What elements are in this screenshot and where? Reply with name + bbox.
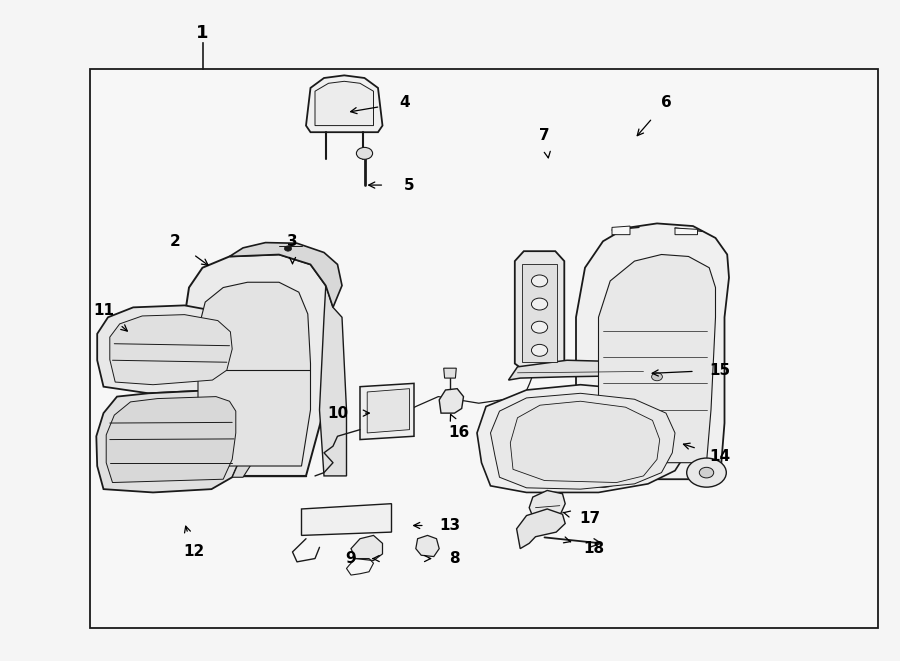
- Polygon shape: [522, 264, 557, 362]
- Text: 9: 9: [346, 551, 356, 566]
- Circle shape: [583, 458, 623, 487]
- Circle shape: [652, 373, 662, 381]
- Text: 1: 1: [196, 24, 209, 42]
- Bar: [90, 69, 878, 628]
- Polygon shape: [230, 243, 342, 307]
- Polygon shape: [367, 389, 410, 433]
- Polygon shape: [198, 282, 310, 466]
- Text: 6: 6: [661, 95, 671, 110]
- Polygon shape: [576, 223, 729, 479]
- Polygon shape: [97, 305, 243, 393]
- Polygon shape: [416, 535, 439, 557]
- Polygon shape: [444, 368, 456, 378]
- Circle shape: [687, 458, 726, 487]
- Circle shape: [699, 467, 714, 478]
- Polygon shape: [302, 504, 392, 535]
- Text: 18: 18: [583, 541, 605, 556]
- Polygon shape: [315, 81, 374, 126]
- Text: 12: 12: [183, 545, 204, 559]
- Text: 4: 4: [400, 95, 410, 110]
- Circle shape: [531, 275, 547, 287]
- Text: 8: 8: [449, 551, 460, 566]
- Polygon shape: [106, 397, 236, 483]
- Polygon shape: [510, 401, 660, 483]
- Circle shape: [531, 344, 547, 356]
- Polygon shape: [320, 286, 346, 476]
- Circle shape: [284, 246, 292, 251]
- Polygon shape: [306, 75, 382, 132]
- Polygon shape: [612, 226, 630, 235]
- Polygon shape: [529, 490, 565, 520]
- Polygon shape: [184, 254, 328, 476]
- Polygon shape: [364, 412, 375, 423]
- Polygon shape: [517, 509, 565, 549]
- Text: 7: 7: [539, 128, 550, 143]
- Polygon shape: [439, 389, 464, 413]
- Text: 13: 13: [439, 518, 461, 533]
- Polygon shape: [515, 251, 564, 370]
- Text: 17: 17: [579, 512, 600, 526]
- Polygon shape: [598, 254, 716, 463]
- Circle shape: [356, 147, 373, 159]
- Circle shape: [531, 321, 547, 333]
- Text: 15: 15: [709, 363, 731, 377]
- Polygon shape: [477, 385, 688, 492]
- Polygon shape: [491, 393, 675, 489]
- Polygon shape: [238, 324, 256, 360]
- Circle shape: [531, 298, 547, 310]
- Text: 3: 3: [287, 234, 298, 249]
- Polygon shape: [110, 315, 232, 385]
- Text: 5: 5: [404, 178, 415, 192]
- Polygon shape: [232, 453, 250, 477]
- Polygon shape: [675, 228, 698, 235]
- Text: 11: 11: [93, 303, 114, 318]
- Text: 10: 10: [327, 406, 348, 420]
- Circle shape: [596, 467, 610, 478]
- Text: 2: 2: [170, 234, 181, 249]
- Text: 14: 14: [709, 449, 731, 463]
- Polygon shape: [96, 390, 245, 492]
- Polygon shape: [360, 383, 414, 440]
- Polygon shape: [351, 535, 382, 561]
- Polygon shape: [508, 360, 648, 380]
- Text: 16: 16: [448, 426, 470, 440]
